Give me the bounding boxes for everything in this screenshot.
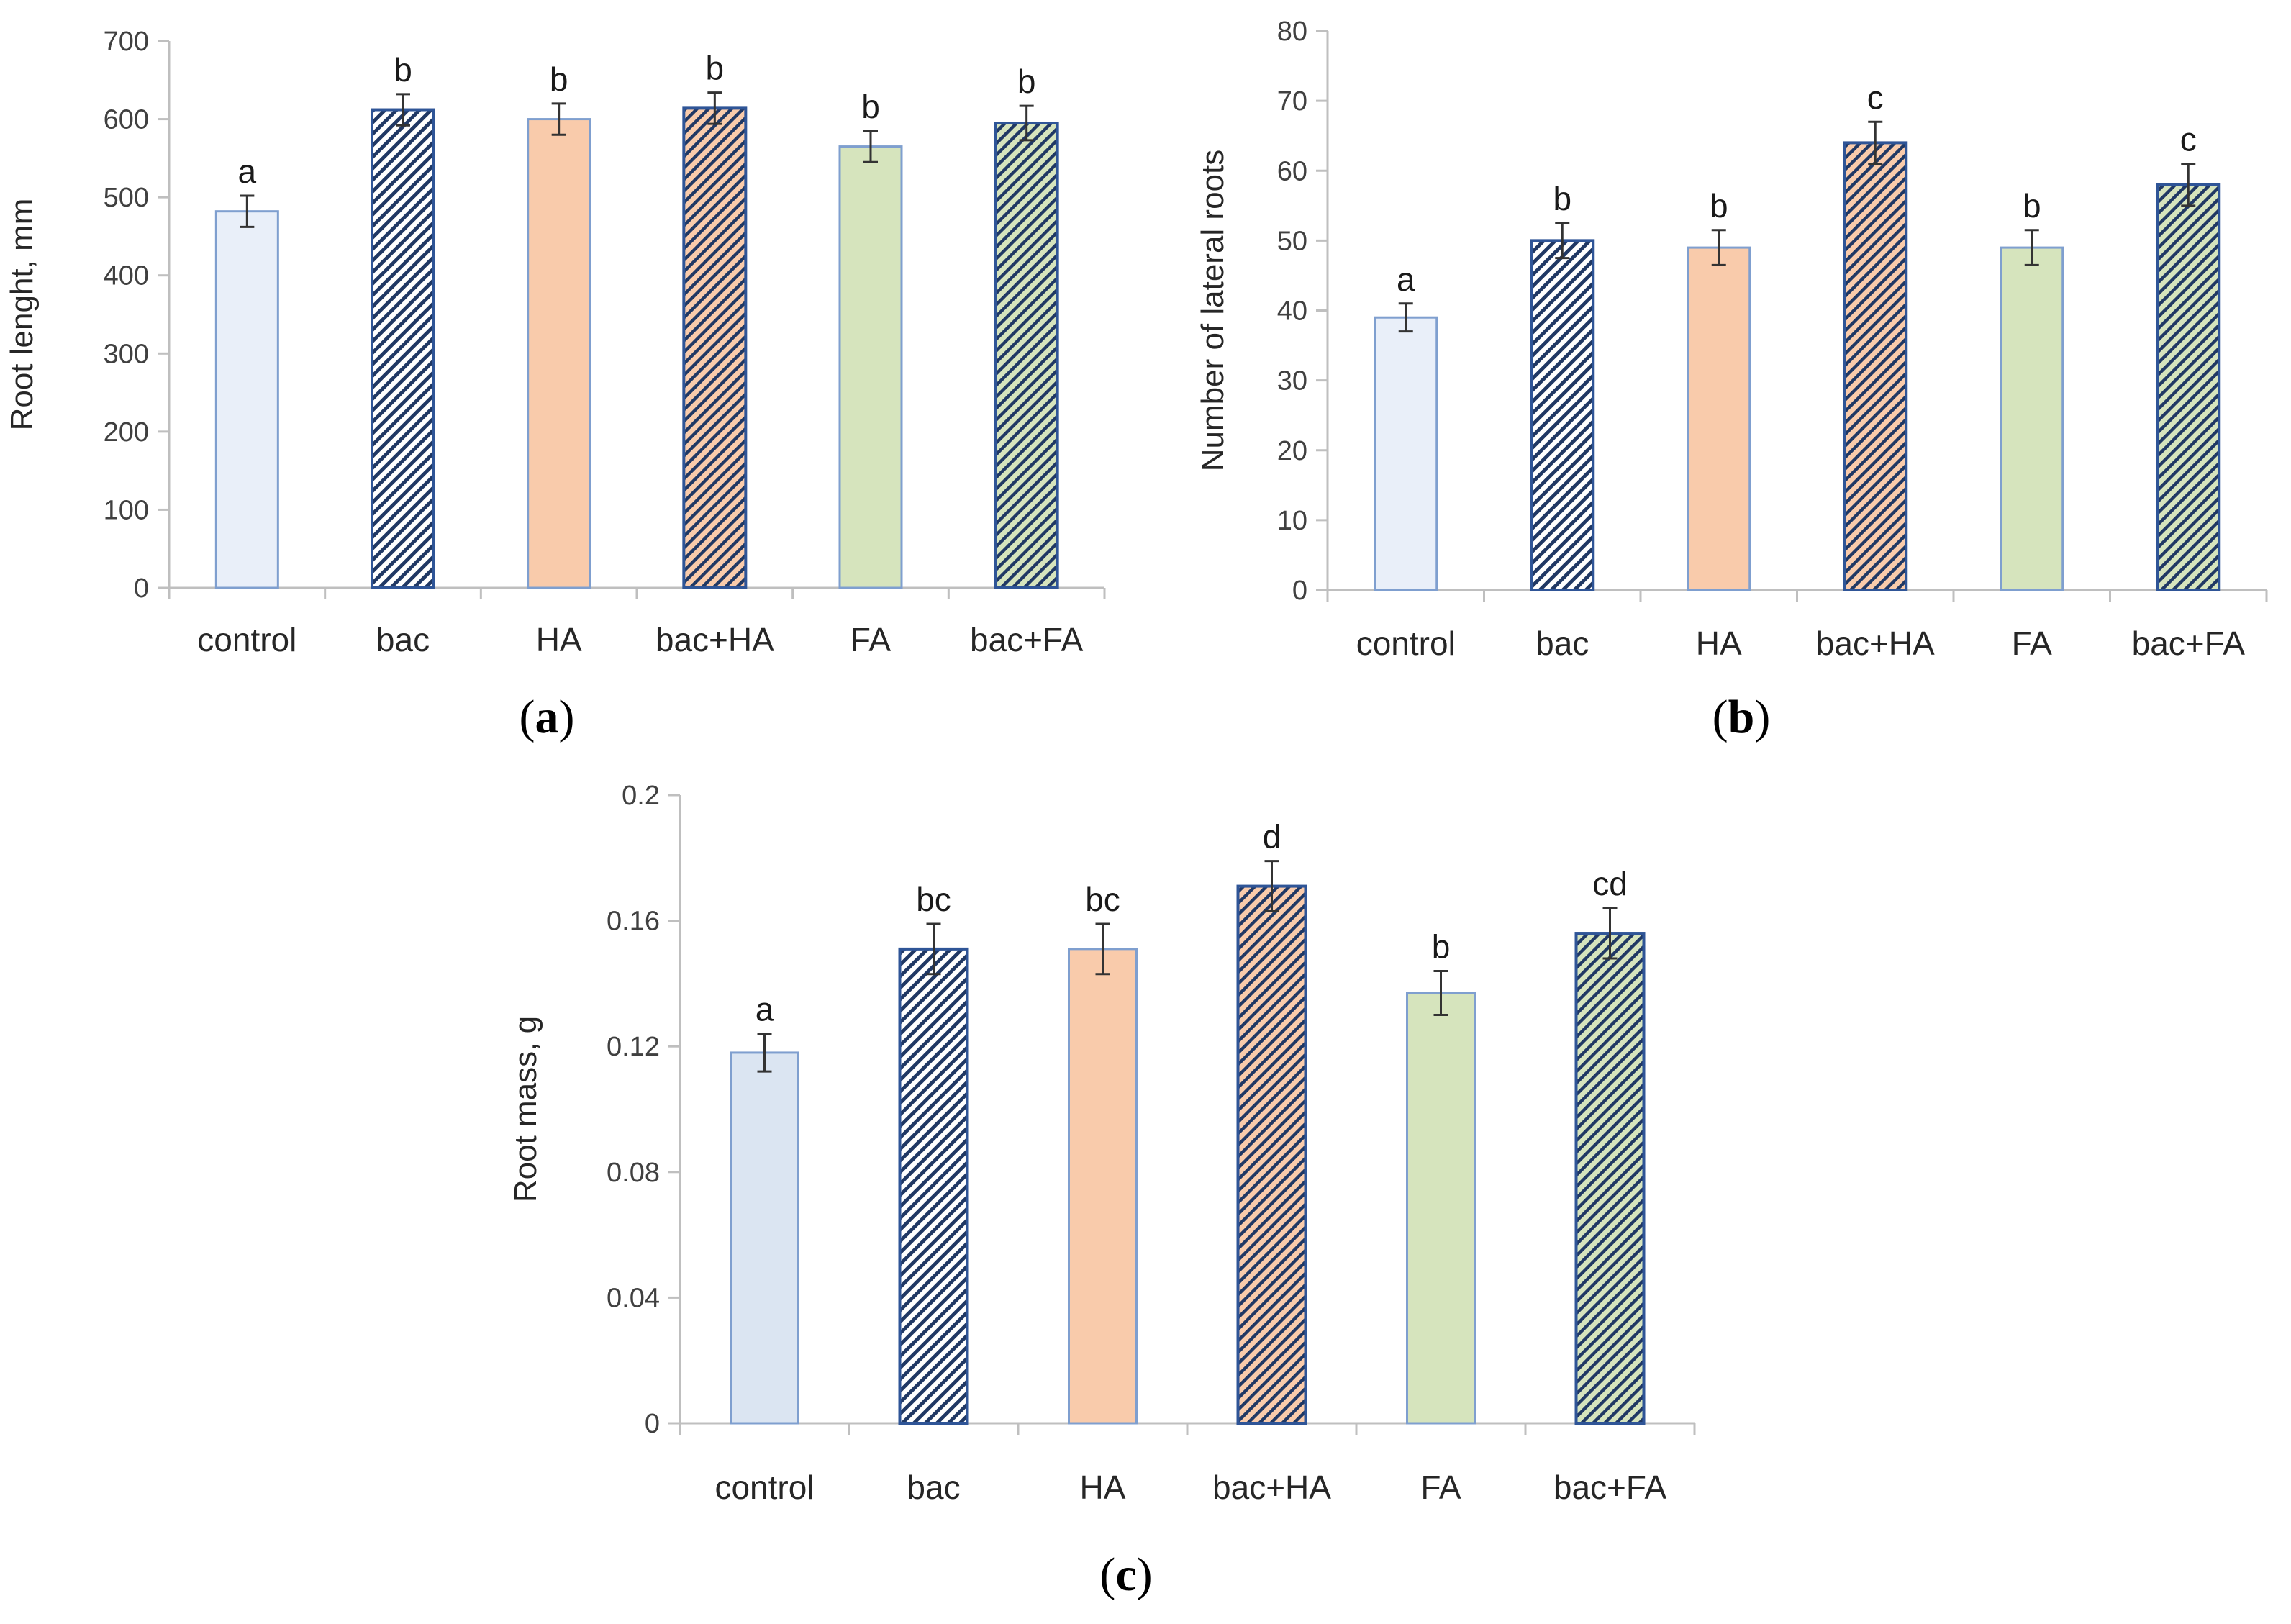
- y-tick-label: 0.16: [607, 907, 660, 937]
- x-category-label: HA: [1696, 625, 1742, 662]
- x-category-label: control: [714, 1469, 814, 1506]
- significance-label: b: [1710, 187, 1728, 224]
- significance-label: b: [706, 50, 725, 87]
- x-category-label: FA: [1420, 1469, 1461, 1506]
- y-tick-label: 0: [1292, 576, 1307, 606]
- panel-label-open-paren: (: [1099, 1548, 1115, 1601]
- significance-label: b: [550, 60, 568, 98]
- x-category-label: control: [197, 621, 296, 658]
- y-tick-label: 10: [1277, 506, 1307, 536]
- y-axis-title: Root mass, g: [508, 1016, 543, 1202]
- x-category-label: FA: [850, 621, 892, 658]
- chart-panel-c: 0 0.04 0.08 0.12 0.16 0.2 Root mass, g a control…: [508, 781, 1696, 1601]
- y-tick-label: 0.08: [607, 1158, 660, 1188]
- panel-label-letter: b: [1728, 691, 1755, 743]
- y-tick-label: 60: [1277, 156, 1307, 186]
- y-tick-label: 0.12: [607, 1032, 660, 1062]
- x-category-label: bac+FA: [970, 621, 1084, 658]
- y-tick-label: 400: [104, 261, 149, 291]
- significance-label: b: [1432, 927, 1451, 965]
- chart-panel-a: 0 100 200 300 400 500 600 700 Root lenght, mm a co…: [4, 27, 1106, 743]
- bar-fa: [838, 145, 903, 589]
- x-category-label: bac+HA: [1816, 625, 1935, 662]
- x-category-label: HA: [536, 621, 582, 658]
- significance-label: b: [1553, 180, 1571, 217]
- y-tick-label: 0: [645, 1409, 660, 1439]
- significance-label: cd: [1592, 865, 1628, 902]
- x-category-label: bac+FA: [1553, 1469, 1667, 1506]
- significance-label: b: [861, 88, 880, 125]
- y-tick-label: 100: [104, 495, 149, 525]
- panel-label-open-paren: (: [1712, 691, 1728, 743]
- y-axis-title: Root lenght, mm: [4, 199, 40, 431]
- bar-bac-plus-ha: [682, 106, 748, 590]
- x-category-label: control: [1356, 625, 1456, 662]
- y-axis-title: Number of lateral roots: [1195, 150, 1230, 472]
- panel-label-letter: a: [535, 691, 559, 743]
- significance-label: b: [394, 51, 412, 89]
- x-category-label: FA: [2012, 625, 2053, 662]
- significance-label: b: [2023, 187, 2041, 224]
- bar-bac-plus-ha: [1843, 141, 1908, 591]
- panel-label-letter: c: [1115, 1548, 1136, 1601]
- significance-label: a: [238, 153, 257, 190]
- significance-label: d: [1263, 818, 1281, 856]
- y-tick-label: 600: [104, 105, 149, 135]
- x-category-label: bac+FA: [2132, 625, 2246, 662]
- bar-bac-plus-fa: [1574, 932, 1646, 1425]
- panel-label: (c): [1099, 1548, 1152, 1601]
- x-category-label: bac: [1535, 625, 1589, 662]
- y-tick-label: 30: [1277, 366, 1307, 396]
- panel-label: (a): [520, 691, 575, 743]
- bar-ha: [527, 118, 591, 589]
- x-category-label: bac+HA: [655, 621, 774, 658]
- panel-label-close-paren: ): [1137, 1548, 1153, 1601]
- significance-label: c: [2180, 121, 2197, 158]
- bar-fa: [1406, 992, 1476, 1425]
- y-tick-label: 70: [1277, 86, 1307, 117]
- panel-label-close-paren: ): [1754, 691, 1770, 743]
- bar-bac: [1530, 239, 1595, 591]
- bar-control: [214, 210, 279, 589]
- x-category-label: bac+HA: [1212, 1469, 1331, 1506]
- panel-label-open-paren: (: [520, 691, 535, 743]
- bar-ha: [1687, 246, 1751, 591]
- bar-fa: [2000, 246, 2064, 591]
- bar-bac-plus-ha: [1236, 884, 1307, 1425]
- y-tick-label: 0.2: [622, 781, 660, 811]
- y-tick-label: 300: [104, 339, 149, 369]
- chart-panel-b: 0 10 20 30 40 50 60 70 80 Number of lateral roots…: [1195, 17, 2268, 743]
- panel-label-close-paren: ): [559, 691, 575, 743]
- x-category-label: bac: [376, 621, 430, 658]
- bar-control: [1374, 316, 1438, 591]
- significance-label: bc: [916, 881, 951, 918]
- y-tick-label: 200: [104, 417, 149, 448]
- bar-bac: [898, 947, 969, 1425]
- significance-label: a: [756, 991, 774, 1028]
- significance-label: a: [1397, 260, 1415, 298]
- x-category-label: bac: [907, 1469, 960, 1506]
- y-tick-label: 80: [1277, 17, 1307, 47]
- x-category-label: HA: [1080, 1469, 1126, 1506]
- bar-bac-plus-fa: [994, 122, 1059, 589]
- y-tick-label: 0.04: [607, 1283, 660, 1313]
- bar-bac: [371, 108, 435, 590]
- bar-control: [730, 1051, 799, 1425]
- y-tick-label: 40: [1277, 296, 1307, 327]
- bar-bac-plus-fa: [2156, 183, 2221, 591]
- panel-label: (b): [1712, 691, 1771, 743]
- y-tick-label: 500: [104, 183, 149, 213]
- y-tick-label: 20: [1277, 436, 1307, 466]
- bar-ha: [1068, 948, 1138, 1425]
- y-tick-label: 700: [104, 27, 149, 57]
- significance-label: bc: [1085, 881, 1120, 918]
- significance-label: b: [1017, 63, 1036, 100]
- significance-label: c: [1867, 78, 1884, 116]
- y-tick-label: 50: [1277, 226, 1307, 256]
- y-tick-label: 0: [134, 573, 149, 604]
